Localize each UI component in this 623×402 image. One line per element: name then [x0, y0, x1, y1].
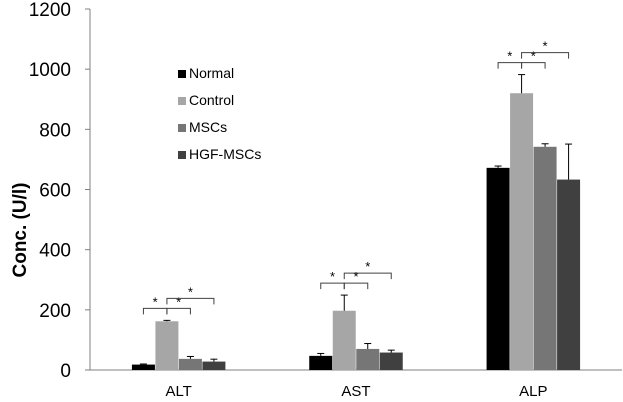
significance-brackets: * * * * * * * * * — [142, 39, 570, 315]
legend-label: HGF-MSCs — [189, 146, 261, 162]
tick-labels: 0 200 400 600 800 1000 1200 ALT AST ALP — [29, 0, 548, 400]
y-tick-label: 400 — [39, 241, 71, 262]
significance-bracket — [521, 62, 546, 69]
bar — [510, 93, 534, 370]
bar — [131, 364, 155, 370]
x-tick-label: AST — [341, 383, 370, 400]
y-tick-label: 1000 — [29, 60, 71, 81]
significance-marker: * — [188, 284, 193, 299]
significance-bracket — [166, 307, 191, 315]
error-bars — [139, 74, 573, 365]
significance-marker: * — [153, 294, 158, 309]
bar — [202, 361, 226, 370]
significance-marker: * — [353, 269, 358, 284]
legend-label: MSCs — [189, 119, 227, 135]
x-tick-label: ALT — [165, 383, 191, 400]
bar — [356, 348, 380, 370]
significance-marker: * — [176, 294, 181, 309]
significance-marker: * — [507, 49, 512, 64]
significance-marker: * — [531, 49, 536, 64]
legend-swatch — [178, 97, 186, 105]
bar — [379, 352, 403, 370]
significance-bracket — [343, 282, 369, 290]
bar — [155, 321, 179, 370]
bar — [178, 358, 202, 370]
legend-label: Control — [189, 92, 234, 108]
bar — [486, 167, 510, 370]
bars — [131, 93, 581, 370]
y-tick-label: 200 — [39, 301, 71, 322]
y-tick-label: 0 — [60, 361, 71, 382]
significance-bracket — [521, 52, 570, 59]
significance-marker: * — [330, 269, 335, 284]
bar — [309, 355, 333, 370]
y-tick-label: 800 — [39, 120, 71, 141]
significance-bracket — [343, 272, 392, 280]
bar — [332, 310, 356, 370]
significance-marker: * — [543, 39, 548, 54]
bar — [557, 179, 581, 370]
x-tick-label: ALP — [519, 383, 547, 400]
legend-label: Normal — [189, 65, 234, 81]
legend: Normal Control MSCs HGF-MSCs — [178, 65, 261, 162]
bar — [533, 146, 557, 370]
legend-swatch — [178, 124, 186, 132]
significance-marker: * — [365, 259, 370, 274]
y-tick-label: 600 — [39, 181, 71, 202]
legend-swatch — [178, 151, 186, 159]
legend-swatch — [178, 70, 186, 78]
y-axis-label: Conc. (U/l) — [10, 183, 31, 278]
y-tick-label: 1200 — [29, 0, 71, 21]
significance-bracket — [166, 297, 215, 305]
